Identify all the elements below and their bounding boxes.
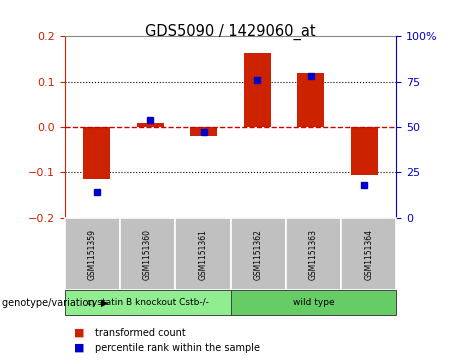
Bar <box>297 73 324 127</box>
Text: transformed count: transformed count <box>95 327 185 338</box>
Text: genotype/variation  ▶: genotype/variation ▶ <box>2 298 109 308</box>
Text: wild type: wild type <box>293 298 334 307</box>
Bar <box>190 127 217 136</box>
Text: GDS5090 / 1429060_at: GDS5090 / 1429060_at <box>145 24 316 40</box>
Text: GSM1151360: GSM1151360 <box>143 229 152 280</box>
Bar <box>83 127 110 179</box>
Text: ■: ■ <box>74 343 84 353</box>
Text: GSM1151359: GSM1151359 <box>88 229 97 280</box>
Text: GSM1151361: GSM1151361 <box>198 229 207 280</box>
Bar <box>244 53 271 127</box>
Text: percentile rank within the sample: percentile rank within the sample <box>95 343 260 353</box>
Text: GSM1151363: GSM1151363 <box>309 229 318 280</box>
Text: GSM1151362: GSM1151362 <box>254 229 263 280</box>
Text: cystatin B knockout Cstb-/-: cystatin B knockout Cstb-/- <box>87 298 208 307</box>
Bar <box>137 123 164 127</box>
Bar <box>351 127 378 175</box>
Text: GSM1151364: GSM1151364 <box>364 229 373 280</box>
Text: ■: ■ <box>74 327 84 338</box>
